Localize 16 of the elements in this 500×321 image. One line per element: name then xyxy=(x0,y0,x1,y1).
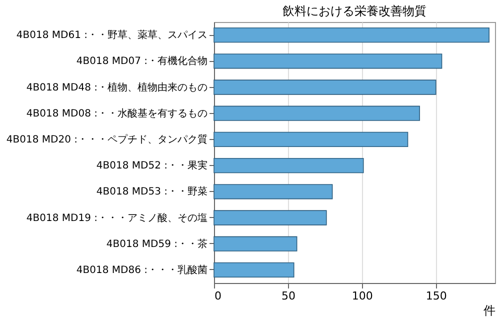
y-tick-label: 4B018 MD48 :・植物、植物由来のもの xyxy=(26,81,208,94)
y-tick-label: 4B018 MD08 :・・水酸基を有するもの xyxy=(26,107,208,120)
x-tick-label: 50 xyxy=(281,290,296,302)
x-tick-label: 100 xyxy=(352,290,373,302)
y-tick-label: 4B018 MD61 :・・野草、薬草、スパイス xyxy=(16,29,208,42)
y-tick-label: 4B018 MD59 :・・茶 xyxy=(106,238,208,250)
y-tick-label: 4B018 MD07 :・有機化合物 xyxy=(76,55,208,68)
y-tick-label: 4B018 MD53 :・・野菜 xyxy=(96,186,208,198)
x-tick-label: 150 xyxy=(426,290,447,302)
y-tick-label: 4B018 MD20 :・・・ペプチド、タンパク質 xyxy=(6,133,208,146)
x-axis-title: 件 xyxy=(484,304,496,318)
y-tick-label: 4B018 MD52 :・・果実 xyxy=(96,160,208,172)
y-tick-label: 4B018 MD19 :・・・アミノ酸、その塩 xyxy=(26,212,208,224)
chart-title: 飲料における栄養改善物質 xyxy=(282,4,426,18)
x-tick-label: 0 xyxy=(214,290,222,302)
y-tick-label: 4B018 MD86 :・・・乳酸菌 xyxy=(76,264,208,276)
